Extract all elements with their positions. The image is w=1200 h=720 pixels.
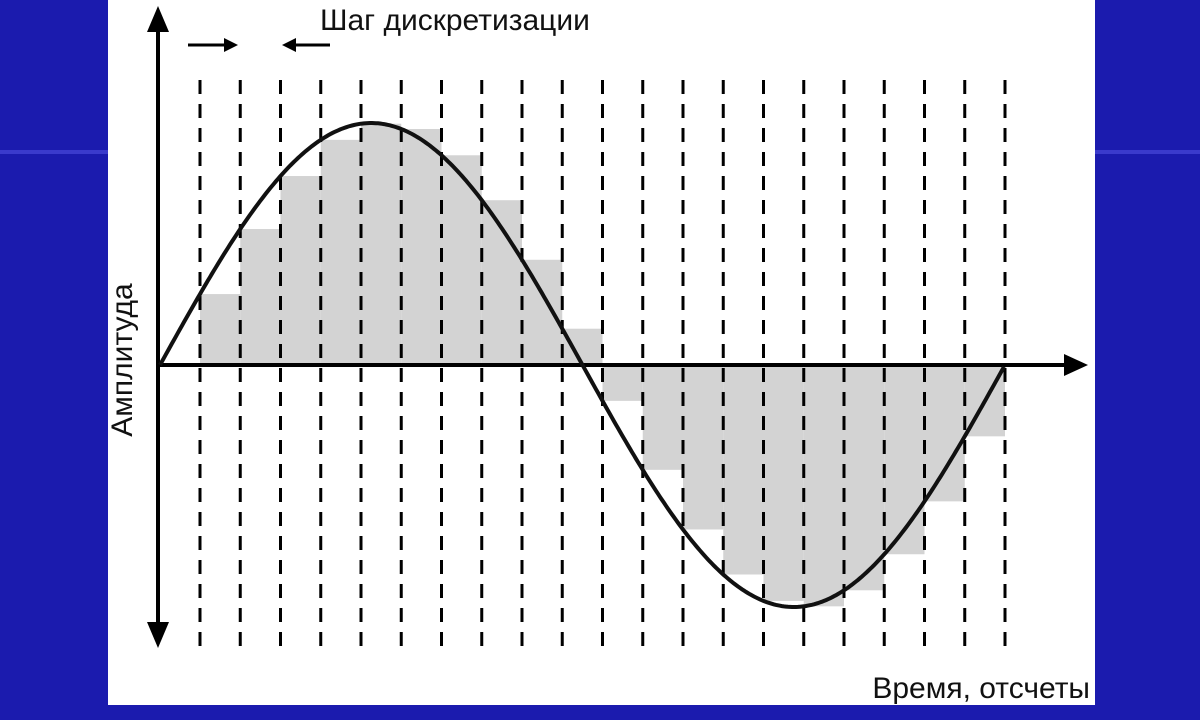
sample-bar	[562, 328, 603, 365]
x-axis-arrow	[1064, 354, 1088, 376]
decor-line	[1095, 150, 1200, 154]
step-label: Шаг дискретизации	[320, 4, 590, 37]
sample-bar	[280, 176, 321, 365]
signal-curve	[158, 121, 1006, 609]
sample-bar	[240, 229, 281, 365]
sample-bar	[320, 139, 361, 365]
sample-bar	[884, 365, 925, 555]
sample-bar	[924, 365, 965, 502]
sample-bar	[723, 365, 764, 575]
x-axis-label: Время, отсчеты	[872, 672, 1090, 705]
sample-bar	[642, 365, 683, 470]
sample-bar	[361, 123, 402, 365]
sample-bar	[803, 365, 844, 607]
step-arrow-head	[282, 38, 296, 52]
sample-bar	[441, 155, 482, 365]
sample-bar	[844, 365, 885, 591]
decor-line	[0, 150, 108, 154]
sample-bar	[401, 128, 442, 365]
sample-bar	[602, 365, 643, 401]
sample-bar	[200, 294, 241, 365]
y-axis-arrow	[147, 622, 169, 648]
sample-bar	[763, 365, 804, 601]
step-arrow-head	[224, 38, 238, 52]
y-axis-label: Амплитуда	[106, 283, 139, 437]
y-axis-arrow	[147, 6, 169, 32]
sample-bars	[200, 123, 1005, 607]
sample-bar	[522, 259, 563, 365]
sample-bar	[683, 365, 724, 530]
